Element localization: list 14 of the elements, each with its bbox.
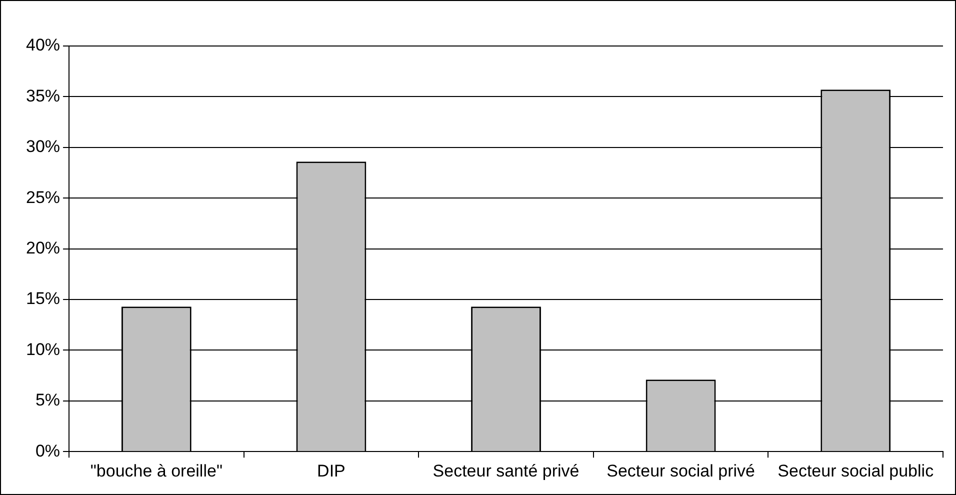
x-tick-label: DIP [317,461,346,480]
x-tick-label: "bouche à oreille" [90,461,222,480]
x-tick-label: Secteur social public [778,461,934,480]
y-tick-label: 25% [26,188,60,207]
y-tick-label: 10% [26,340,60,359]
y-tick-label: 35% [26,86,60,106]
x-tick-label: Secteur social privé [606,461,755,480]
y-tick-label: 5% [35,390,60,410]
y-tick-label: 30% [26,137,60,156]
y-tick-label: 40% [26,36,60,55]
y-tick-label: 20% [26,238,60,258]
y-tick-label: 0% [35,441,60,460]
x-tick-label: Secteur santé privé [432,461,580,480]
y-tick-label: 15% [26,289,60,308]
